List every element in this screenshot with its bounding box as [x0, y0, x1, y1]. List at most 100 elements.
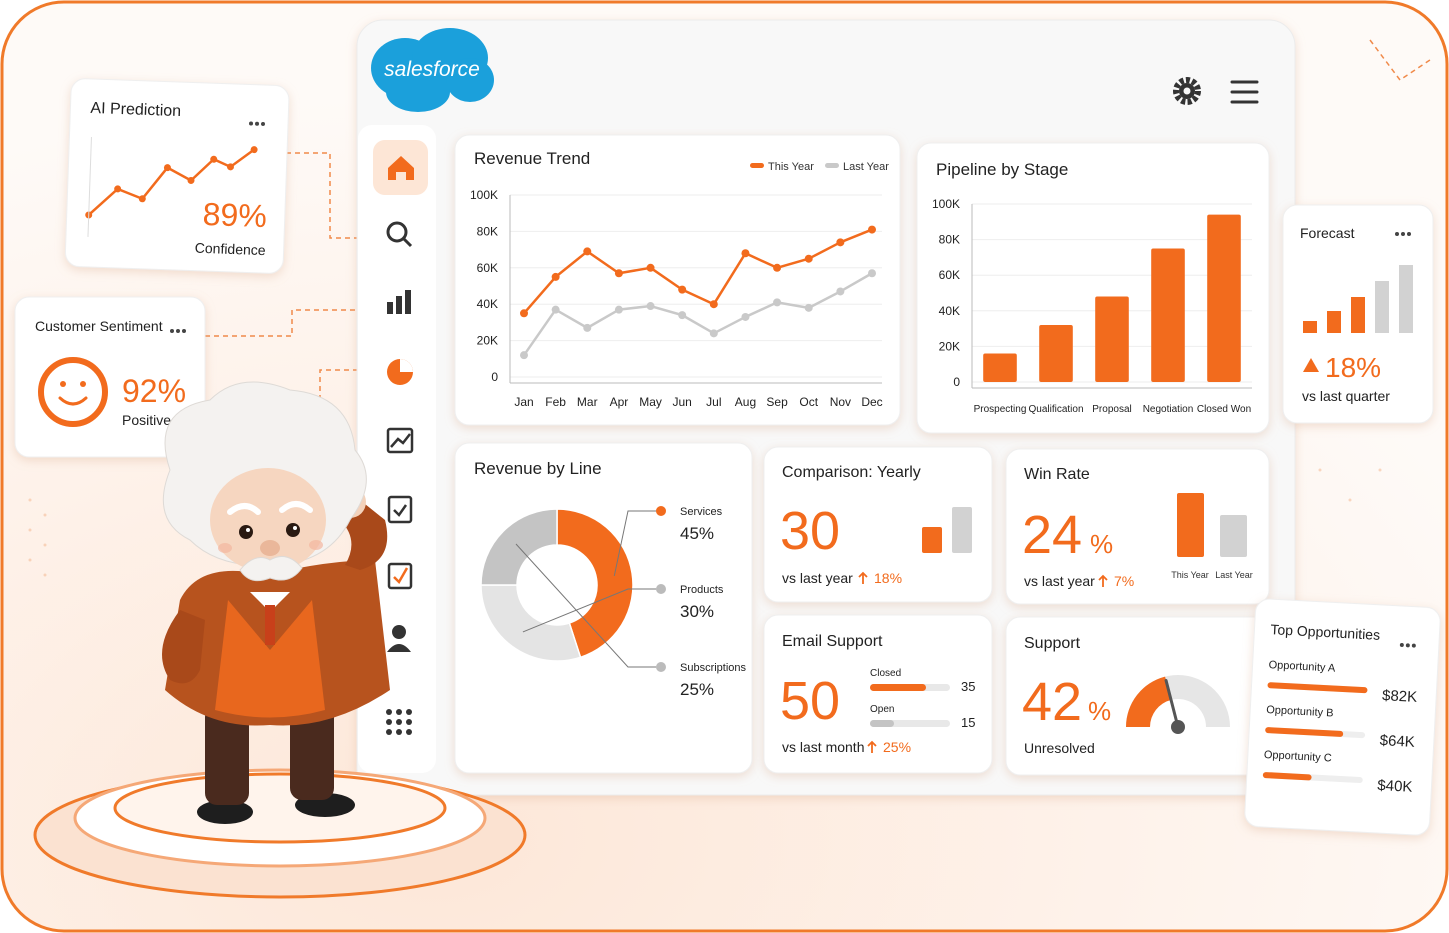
kpi-label: vs last quarter	[1302, 388, 1390, 404]
win-rate-card	[1005, 448, 1270, 605]
kpi-value: 30	[780, 501, 840, 561]
point	[741, 249, 750, 258]
x-tick-label: Apr	[610, 395, 629, 409]
more-dot	[1395, 232, 1399, 236]
mini-bar	[1327, 311, 1341, 333]
card-title: AI Prediction	[90, 100, 181, 120]
nav-profile[interactable]	[387, 625, 411, 652]
logo-text: salesforce	[384, 58, 480, 81]
y-tick-label: 20K	[939, 339, 960, 353]
comparison-card	[763, 446, 993, 603]
point	[836, 238, 845, 247]
nav-home[interactable]	[388, 156, 414, 180]
nav-checklist[interactable]	[387, 562, 413, 590]
point	[583, 247, 592, 256]
row-value: 35	[961, 679, 975, 694]
point	[741, 312, 750, 321]
smiley-mouth	[58, 396, 88, 406]
bar	[1151, 248, 1185, 382]
bar-label: Last Year	[1215, 570, 1253, 580]
x-tick-label: Mar	[577, 395, 598, 409]
email-support-card	[763, 614, 993, 774]
kpi-unit: %	[1088, 696, 1111, 726]
top-opportunities-card: Top Opportunities Opportunity A $82K Opport…	[1244, 598, 1441, 836]
card-title: Win Rate	[1024, 466, 1090, 483]
more-dot	[1399, 643, 1404, 648]
card-title: Revenue by Line	[474, 459, 602, 478]
more-dot	[1401, 232, 1405, 236]
kpi-value: 42	[1022, 672, 1082, 732]
card-bg	[14, 296, 206, 458]
row-value: 15	[961, 715, 975, 730]
value-label: 45%	[680, 524, 714, 543]
y-tick-label: 0	[953, 375, 960, 389]
y-tick-label: 20K	[477, 334, 498, 348]
item-value: $82K	[1382, 687, 1418, 706]
value-label: 30%	[680, 602, 714, 621]
point	[678, 285, 687, 294]
more-dot	[1411, 643, 1416, 648]
kpi-label: vs last year	[1024, 573, 1095, 589]
x-tick-label: Nov	[830, 395, 851, 409]
more-button[interactable]	[249, 121, 266, 126]
point	[551, 305, 560, 314]
spark-dot	[250, 146, 258, 154]
card-title: Comparison: Yearly	[782, 464, 921, 481]
arrow-up	[1098, 574, 1108, 587]
settings-button[interactable]	[1173, 77, 1201, 105]
nav-reports[interactable]	[387, 290, 411, 314]
card-title: Pipeline by Stage	[936, 160, 1068, 179]
kpi-change: 18%	[874, 570, 902, 586]
y-tick-label: 0	[491, 370, 498, 384]
mini-bar	[1177, 493, 1204, 557]
point	[551, 272, 560, 281]
bar	[870, 720, 894, 727]
legend-label: Products	[680, 584, 724, 596]
kpi-value: 18%	[1325, 352, 1381, 383]
spark-dot	[163, 164, 171, 172]
y-tick-label: 80K	[477, 224, 498, 238]
more-dot	[1407, 232, 1411, 236]
y-tick-label: 60K	[939, 268, 960, 282]
x-tick-label: Jan	[514, 395, 533, 409]
leader-dot	[656, 506, 666, 516]
nav-trend[interactable]	[386, 427, 414, 454]
nav-pie[interactable]	[387, 359, 413, 385]
mascot	[33, 381, 527, 899]
point	[773, 298, 782, 307]
more-dot	[255, 121, 260, 126]
gauge-needle	[1164, 679, 1180, 729]
leader-dot	[656, 662, 666, 672]
card-bg	[64, 78, 290, 274]
mini-bar	[952, 507, 972, 553]
kpi-unit: %	[1090, 529, 1113, 559]
spark-dot	[210, 155, 218, 163]
bar	[870, 684, 926, 691]
nav-apps[interactable]	[386, 709, 412, 735]
more-button[interactable]	[170, 329, 186, 333]
card-title: Email Support	[782, 633, 883, 650]
menu-button[interactable]	[1230, 80, 1259, 104]
revenue-trend-card	[454, 134, 901, 426]
x-tick-label: Aug	[735, 395, 756, 409]
card-title: Customer Sentiment	[35, 318, 163, 334]
point	[646, 263, 655, 272]
x-tick-label: May	[639, 395, 662, 409]
more-button[interactable]	[1395, 232, 1411, 236]
mini-bar	[1303, 321, 1317, 333]
y-tick-label: 40K	[477, 297, 498, 311]
nav-search[interactable]	[386, 221, 413, 248]
more-dot	[249, 121, 254, 126]
spark-dot	[114, 185, 122, 193]
nav-tasks[interactable]	[387, 495, 413, 524]
more-button[interactable]	[1399, 643, 1416, 648]
y-tick-label: 100K	[470, 188, 498, 202]
point	[614, 305, 623, 314]
mini-bar	[1399, 265, 1413, 333]
x-tick-label: Closed Won	[1197, 404, 1251, 415]
point	[709, 300, 718, 309]
more-dot	[170, 329, 174, 333]
y-tick-label: 80K	[939, 233, 960, 247]
